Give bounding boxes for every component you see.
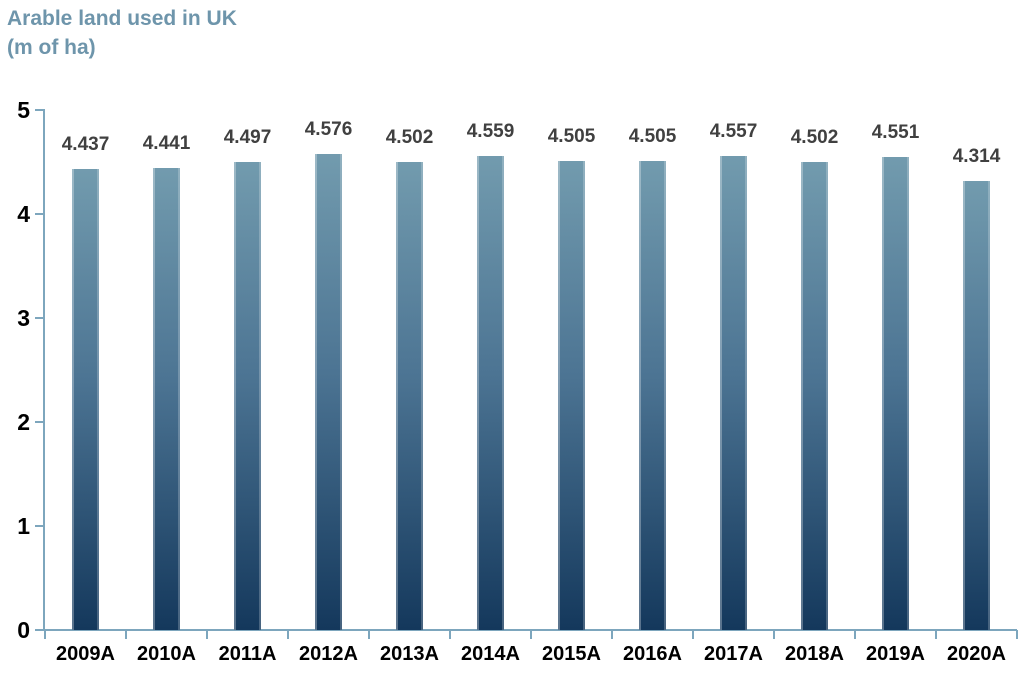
value-label-2013A: 4.502: [385, 126, 434, 148]
x-axis-category-label: 2014A: [461, 643, 520, 665]
y-axis-tick: [35, 109, 45, 111]
value-label-2018A: 4.502: [790, 126, 839, 148]
y-axis-tick-label: 3: [17, 305, 30, 331]
value-label-2017A: 4.557: [709, 121, 758, 143]
x-axis-category-label: 2012A: [299, 643, 358, 665]
bar-2017A[interactable]: [720, 156, 747, 630]
x-axis-category-label: 2017A: [704, 643, 763, 665]
y-axis-tick: [35, 213, 45, 215]
bar-2013A[interactable]: [396, 161, 423, 630]
x-axis-tick: [1016, 630, 1018, 639]
x-axis-tick: [368, 630, 370, 639]
bar-2009A[interactable]: [72, 168, 99, 630]
y-axis-tick-label: 1: [17, 513, 30, 539]
value-label-2014A: 4.559: [466, 120, 515, 142]
y-axis-tick-label: 0: [17, 617, 30, 643]
x-axis-category-label: 2015A: [542, 643, 601, 665]
bar-2019A[interactable]: [882, 156, 909, 630]
value-label-2019A: 4.551: [871, 121, 920, 143]
x-axis-tick: [854, 630, 856, 639]
x-axis-category-label: 2019A: [866, 643, 925, 665]
x-axis-tick: [935, 630, 937, 639]
value-label-2016A: 4.505: [628, 126, 677, 148]
y-axis-tick-label: 5: [17, 97, 30, 123]
x-axis-tick: [611, 630, 613, 639]
value-label-2011A: 4.497: [223, 127, 272, 149]
chart-subtitle: (m of ha): [7, 36, 96, 59]
x-axis-category-label: 2016A: [623, 643, 682, 665]
y-axis-tick: [35, 629, 45, 631]
bar-2016A[interactable]: [639, 161, 666, 630]
x-axis-tick: [773, 630, 775, 639]
x-axis-category-label: 2010A: [137, 643, 196, 665]
bar-2010A[interactable]: [153, 168, 180, 630]
bar-2014A[interactable]: [477, 155, 504, 630]
value-label-2012A: 4.576: [304, 119, 353, 141]
chart-title: Arable land used in UK: [7, 7, 237, 30]
value-label-2020A: 4.314: [952, 146, 1001, 168]
x-axis-tick: [449, 630, 451, 639]
x-axis-category-label: 2009A: [56, 643, 115, 665]
bar-2012A[interactable]: [315, 154, 342, 630]
x-axis-tick: [206, 630, 208, 639]
y-axis-tick-label: 4: [17, 201, 30, 227]
bar-2020A[interactable]: [963, 181, 990, 630]
y-axis-tick: [35, 525, 45, 527]
x-axis-category-label: 2013A: [380, 643, 439, 665]
y-axis-tick-label: 2: [17, 409, 30, 435]
x-axis-category-label: 2018A: [785, 643, 844, 665]
chart-title-block: Arable land used in UK (m of ha): [7, 4, 237, 62]
x-axis-tick: [125, 630, 127, 639]
x-axis-tick: [692, 630, 694, 639]
x-axis-line: [35, 629, 1017, 631]
y-axis-tick: [35, 317, 45, 319]
bar-2018A[interactable]: [801, 161, 828, 630]
value-label-2010A: 4.441: [142, 133, 191, 155]
x-axis-category-label: 2020A: [947, 643, 1006, 665]
y-axis-line: [43, 110, 45, 630]
x-axis-tick: [287, 630, 289, 639]
bar-2015A[interactable]: [558, 161, 585, 630]
x-axis-tick: [530, 630, 532, 639]
x-axis-tick: [44, 630, 46, 639]
value-label-2015A: 4.505: [547, 126, 596, 148]
bar-2011A[interactable]: [234, 162, 261, 630]
value-label-2009A: 4.437: [61, 133, 110, 155]
x-axis-category-label: 2011A: [218, 643, 277, 665]
y-axis-tick: [35, 421, 45, 423]
